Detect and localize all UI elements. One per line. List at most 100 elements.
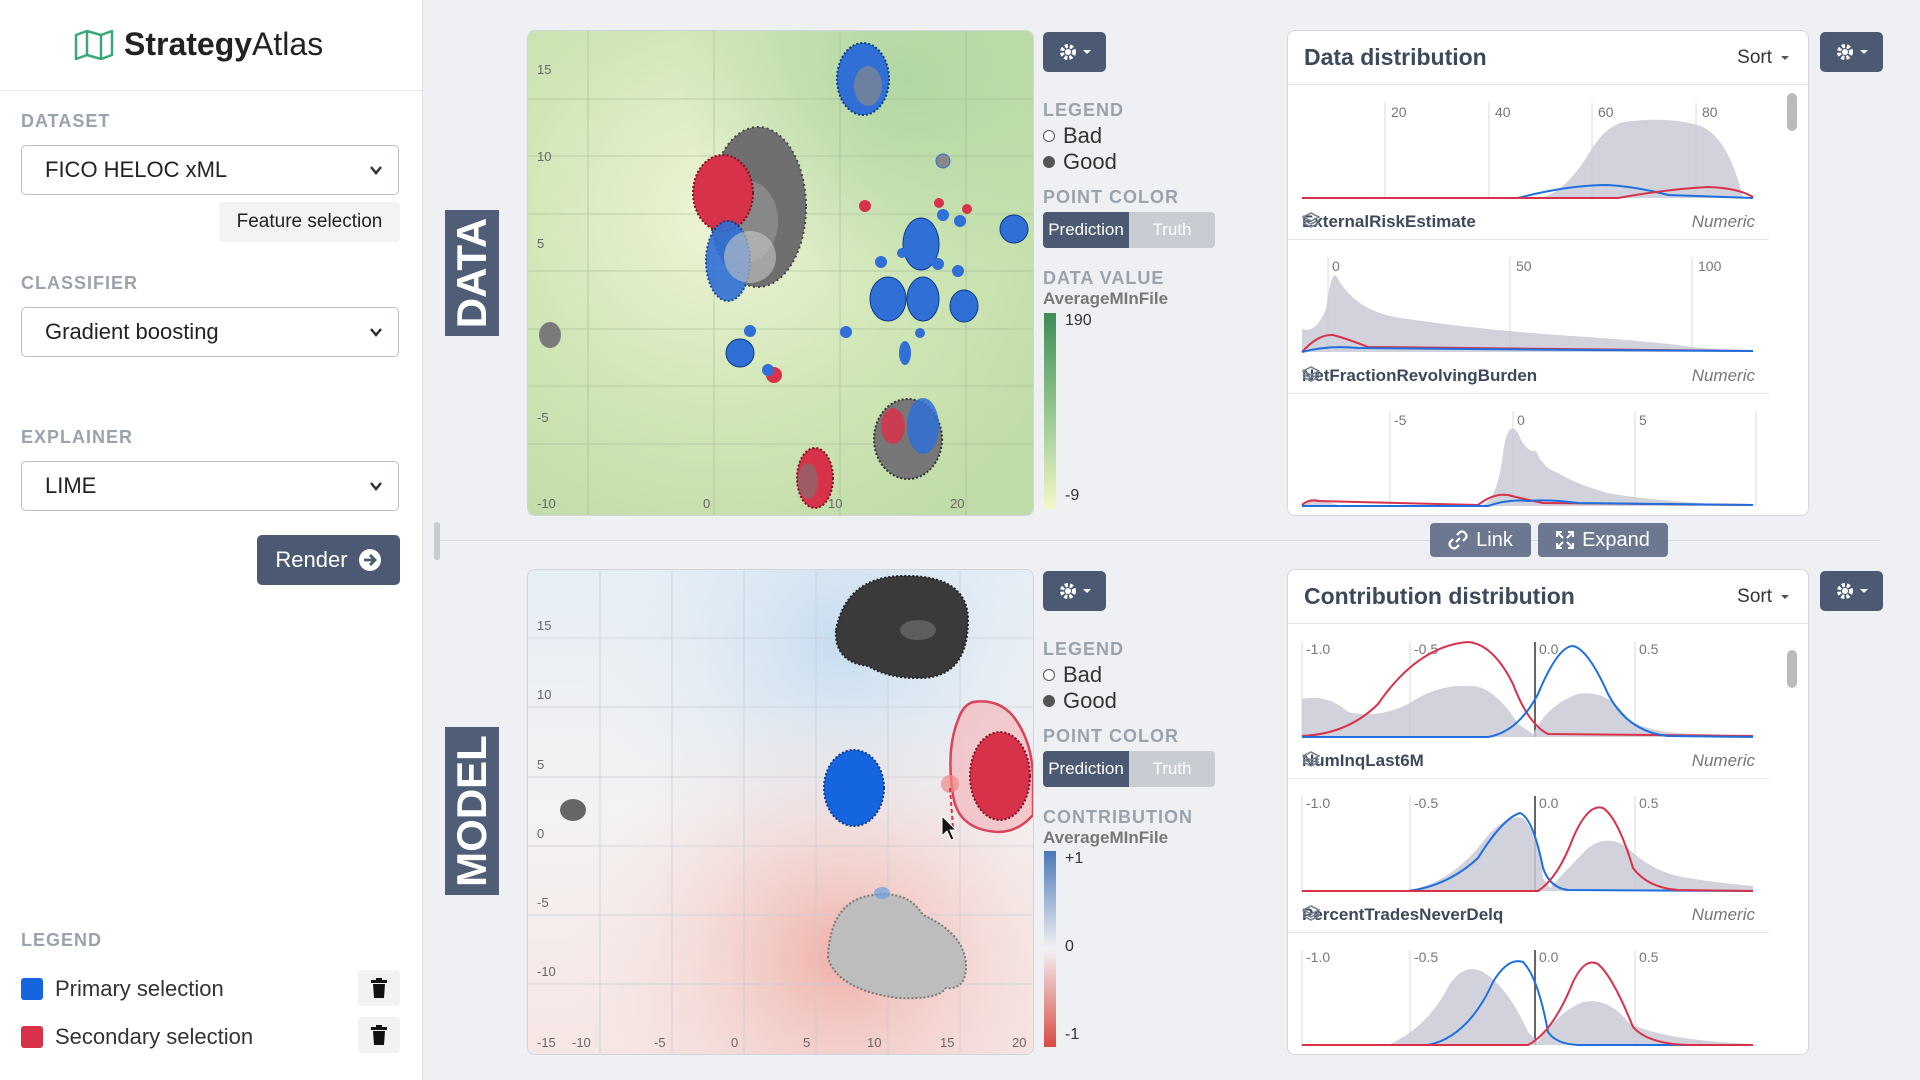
x-tick: 5	[803, 1035, 810, 1050]
dataset-label: DATASET	[21, 111, 111, 131]
panel-title: Data distribution	[1304, 44, 1487, 70]
layers-icon	[1302, 751, 1320, 767]
data-value-feature: AverageMInFile	[1043, 289, 1169, 308]
link-button[interactable]: Link	[1430, 523, 1531, 557]
distribution-row[interactable]: -1.0 -0.5 0.0 0.5 PercentTradesNeverDelq…	[1288, 778, 1769, 933]
chevron-down-icon	[370, 166, 382, 175]
distribution-row[interactable]: -1.0 -0.5 0.0 0.5	[1288, 932, 1769, 1054]
classifier-select[interactable]: Gradient boosting	[21, 307, 399, 357]
mouse-cursor-icon	[941, 814, 958, 841]
x-tick: 20	[1012, 1035, 1026, 1050]
app-name-bold: Strategy	[124, 26, 253, 62]
y-tick: 5	[537, 757, 544, 772]
section-divider	[440, 540, 1880, 541]
clear-secondary-button[interactable]	[358, 1017, 400, 1053]
tick-label: -1.0	[1306, 949, 1330, 965]
data-value-colorbar	[1044, 313, 1056, 509]
scale-mid: 0	[1065, 938, 1074, 955]
tick-label: 20	[1391, 104, 1407, 120]
distribution-row[interactable]: -1.0 -0.5 0.0 0.5 NumInqLast6M Numeric	[1288, 624, 1769, 779]
feature-name: ExternalRiskEstimate	[1302, 212, 1476, 231]
dataset-select[interactable]: FICO HELOC xML	[21, 145, 399, 195]
truth-toggle[interactable]: Truth	[1129, 212, 1215, 248]
distribution-row[interactable]: -5 0 5	[1288, 393, 1769, 515]
data-value-title: DATA VALUE	[1043, 268, 1165, 288]
tick-label: 80	[1702, 104, 1718, 120]
sort-dropdown[interactable]: Sort	[1737, 586, 1790, 608]
sidebar-resize-handle[interactable]	[434, 522, 440, 560]
explainer-label: EXPLAINER	[21, 427, 134, 447]
data-projection-plot[interactable]: 15 10 5 -5 -10 0 10 20	[527, 30, 1034, 516]
tick-label: 60	[1598, 104, 1614, 120]
gear-icon	[1836, 44, 1853, 60]
caret-down-icon	[1781, 56, 1789, 60]
bad-dot	[1043, 669, 1055, 681]
contribution-distribution-settings-button[interactable]	[1820, 571, 1883, 611]
render-button[interactable]: Render	[257, 535, 400, 585]
model-plot-settings-button[interactable]	[1043, 571, 1106, 611]
explainer-select[interactable]: LIME	[21, 461, 399, 511]
panel-title: Contribution distribution	[1304, 583, 1575, 609]
y-tick: 10	[537, 149, 551, 164]
classifier-value: Gradient boosting	[45, 319, 219, 344]
x-tick: 0	[731, 1035, 738, 1050]
y-tick: -5	[537, 410, 549, 425]
feature-type: Numeric	[1691, 905, 1755, 924]
feature-type: Numeric	[1691, 751, 1755, 770]
expand-label: Expand	[1582, 528, 1650, 551]
distribution-row[interactable]: 20 40 60 80 ExternalRiskEstimate Numeric	[1288, 85, 1769, 240]
gear-icon	[1059, 44, 1076, 60]
x-tick: -5	[654, 1035, 666, 1050]
legend-label: LEGEND	[21, 930, 103, 950]
scrollbar[interactable]	[1787, 93, 1797, 131]
x-tick: 15	[940, 1035, 954, 1050]
expand-button[interactable]: Expand	[1538, 523, 1668, 557]
data-distribution-settings-button[interactable]	[1820, 32, 1883, 72]
tick-label: 40	[1495, 104, 1511, 120]
sort-dropdown[interactable]: Sort	[1737, 47, 1790, 69]
y-tick: -10	[537, 496, 556, 511]
data-section-tag: DATA	[445, 210, 499, 336]
point-color-title: POINT COLOR	[1043, 187, 1179, 207]
feature-name: NumInqLast6M	[1302, 751, 1424, 770]
y-tick: -15	[537, 1035, 556, 1050]
arrow-circle-right-icon	[358, 549, 381, 571]
sidebar: StrategyAtlas DATASET FICO HELOC xML Fea…	[0, 0, 423, 1080]
good-dot	[1043, 695, 1055, 707]
tick-label: -1.0	[1306, 795, 1330, 811]
caret-down-icon	[1859, 589, 1868, 593]
layers-icon	[1302, 905, 1320, 921]
scale-max: +1	[1065, 850, 1084, 867]
x-tick: 0	[703, 496, 710, 511]
model-legend-panel: LEGEND Bad Good POINT COLOR Prediction T…	[1043, 639, 1243, 848]
tick-label: -0.5	[1414, 795, 1438, 811]
primary-swatch	[21, 978, 43, 1000]
clear-primary-button[interactable]	[358, 970, 400, 1006]
bad-dot	[1043, 130, 1055, 142]
prediction-toggle[interactable]: Prediction	[1043, 212, 1129, 248]
tick-label: -0.5	[1414, 949, 1438, 965]
layers-icon	[1302, 212, 1320, 228]
chevron-down-icon	[370, 482, 382, 491]
good-dot	[1043, 156, 1055, 168]
legend-item-secondary: Secondary selection	[21, 1024, 253, 1050]
y-tick: 15	[537, 618, 551, 633]
truth-toggle[interactable]: Truth	[1129, 751, 1215, 787]
secondary-swatch	[21, 1026, 43, 1048]
model-projection-plot[interactable]: 15 10 5 0 -5 -10 -15 -10 -5 0 5 10 15 20	[527, 569, 1034, 1055]
legend-title: LEGEND	[1043, 639, 1125, 659]
layers-icon	[1302, 366, 1320, 382]
scrollbar[interactable]	[1787, 650, 1797, 688]
map-icon	[74, 29, 114, 60]
distribution-row[interactable]: 0 50 100 NetFractionRevolvingBurden Nume…	[1288, 239, 1769, 394]
caret-down-icon	[1082, 50, 1091, 54]
legend-item-label: Secondary selection	[55, 1024, 254, 1049]
feature-type: Numeric	[1691, 366, 1755, 385]
feature-selection-button[interactable]: Feature selection	[219, 202, 400, 242]
tick-label: 100	[1698, 258, 1722, 274]
legend-bad: Bad	[1043, 662, 1243, 688]
feature-type: Numeric	[1691, 212, 1755, 231]
chevron-down-icon	[370, 328, 382, 337]
data-plot-settings-button[interactable]	[1043, 32, 1106, 72]
prediction-toggle[interactable]: Prediction	[1043, 751, 1129, 787]
